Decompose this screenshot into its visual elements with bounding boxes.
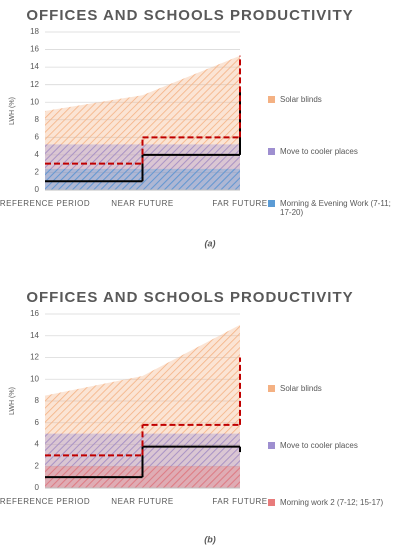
y-tick-label: 12 [30,80,39,89]
y-tick-label: 2 [35,168,40,177]
y-tick-label: 2 [35,461,40,470]
legend-swatch [268,96,275,104]
x-tick-label: NEAR FUTURE [111,497,173,506]
legend-swatch [268,200,275,208]
y-tick-label: 0 [35,483,40,492]
y-tick-label: 6 [35,418,40,427]
y-tick-label: 4 [35,150,40,159]
x-tick-label: REFERENCE PERIOD [0,199,90,208]
y-tick-label: 16 [30,309,39,318]
x-tick-label: FAR FUTURE [212,199,267,208]
legend-label: Move to cooler places [280,147,358,157]
x-tick-label: REFERENCE PERIOD [0,497,90,506]
legend-item: Solar blinds [268,384,403,393]
legend-item: Solar blinds [268,95,403,104]
x-tick-label: NEAR FUTURE [111,199,173,208]
legend-item: Move to cooler places [268,441,403,450]
legend-label: Solar blinds [280,95,322,105]
legend-item: Morning work 2 (7-12; 15-17) [268,498,403,507]
y-tick-label: 10 [30,374,39,383]
x-tick-label: FAR FUTURE [212,497,267,506]
legend-item: Morning & Evening Work (7-11; 17-20) [268,199,403,217]
y-tick-label: 14 [30,331,39,340]
caption: (a) [205,238,216,248]
y-tick-label: 8 [35,115,40,124]
legend-label: Morning work 2 (7-12; 15-17) [280,498,384,508]
y-tick-label: 4 [35,440,40,449]
y-tick-label: 10 [30,97,39,106]
y-tick-label: 0 [35,185,40,194]
legend-swatch [268,499,275,507]
y-tick-label: 6 [35,132,40,141]
y-tick-label: 8 [35,396,40,405]
y-tick-label: 12 [30,353,39,362]
y-tick-label: 14 [30,62,39,71]
y-axis-label: LWH (%) [9,387,16,415]
legend-swatch [268,384,275,392]
chart-title: OFFICES AND SCHOOLS PRODUCTIVITY [26,289,353,306]
y-axis-label: LWH (%) [9,97,16,125]
y-tick-label: 18 [30,27,39,36]
legend-swatch [268,442,275,450]
legend-label: Solar blinds [280,383,322,393]
caption: (b) [204,534,216,544]
y-tick-label: 16 [30,45,39,54]
chart-title: OFFICES AND SCHOOLS PRODUCTIVITY [26,7,353,24]
legend-label: Move to cooler places [280,441,358,451]
legend-label: Morning & Evening Work (7-11; 17-20) [280,199,391,218]
legend-item: Move to cooler places [268,147,403,156]
legend-swatch [268,148,275,156]
